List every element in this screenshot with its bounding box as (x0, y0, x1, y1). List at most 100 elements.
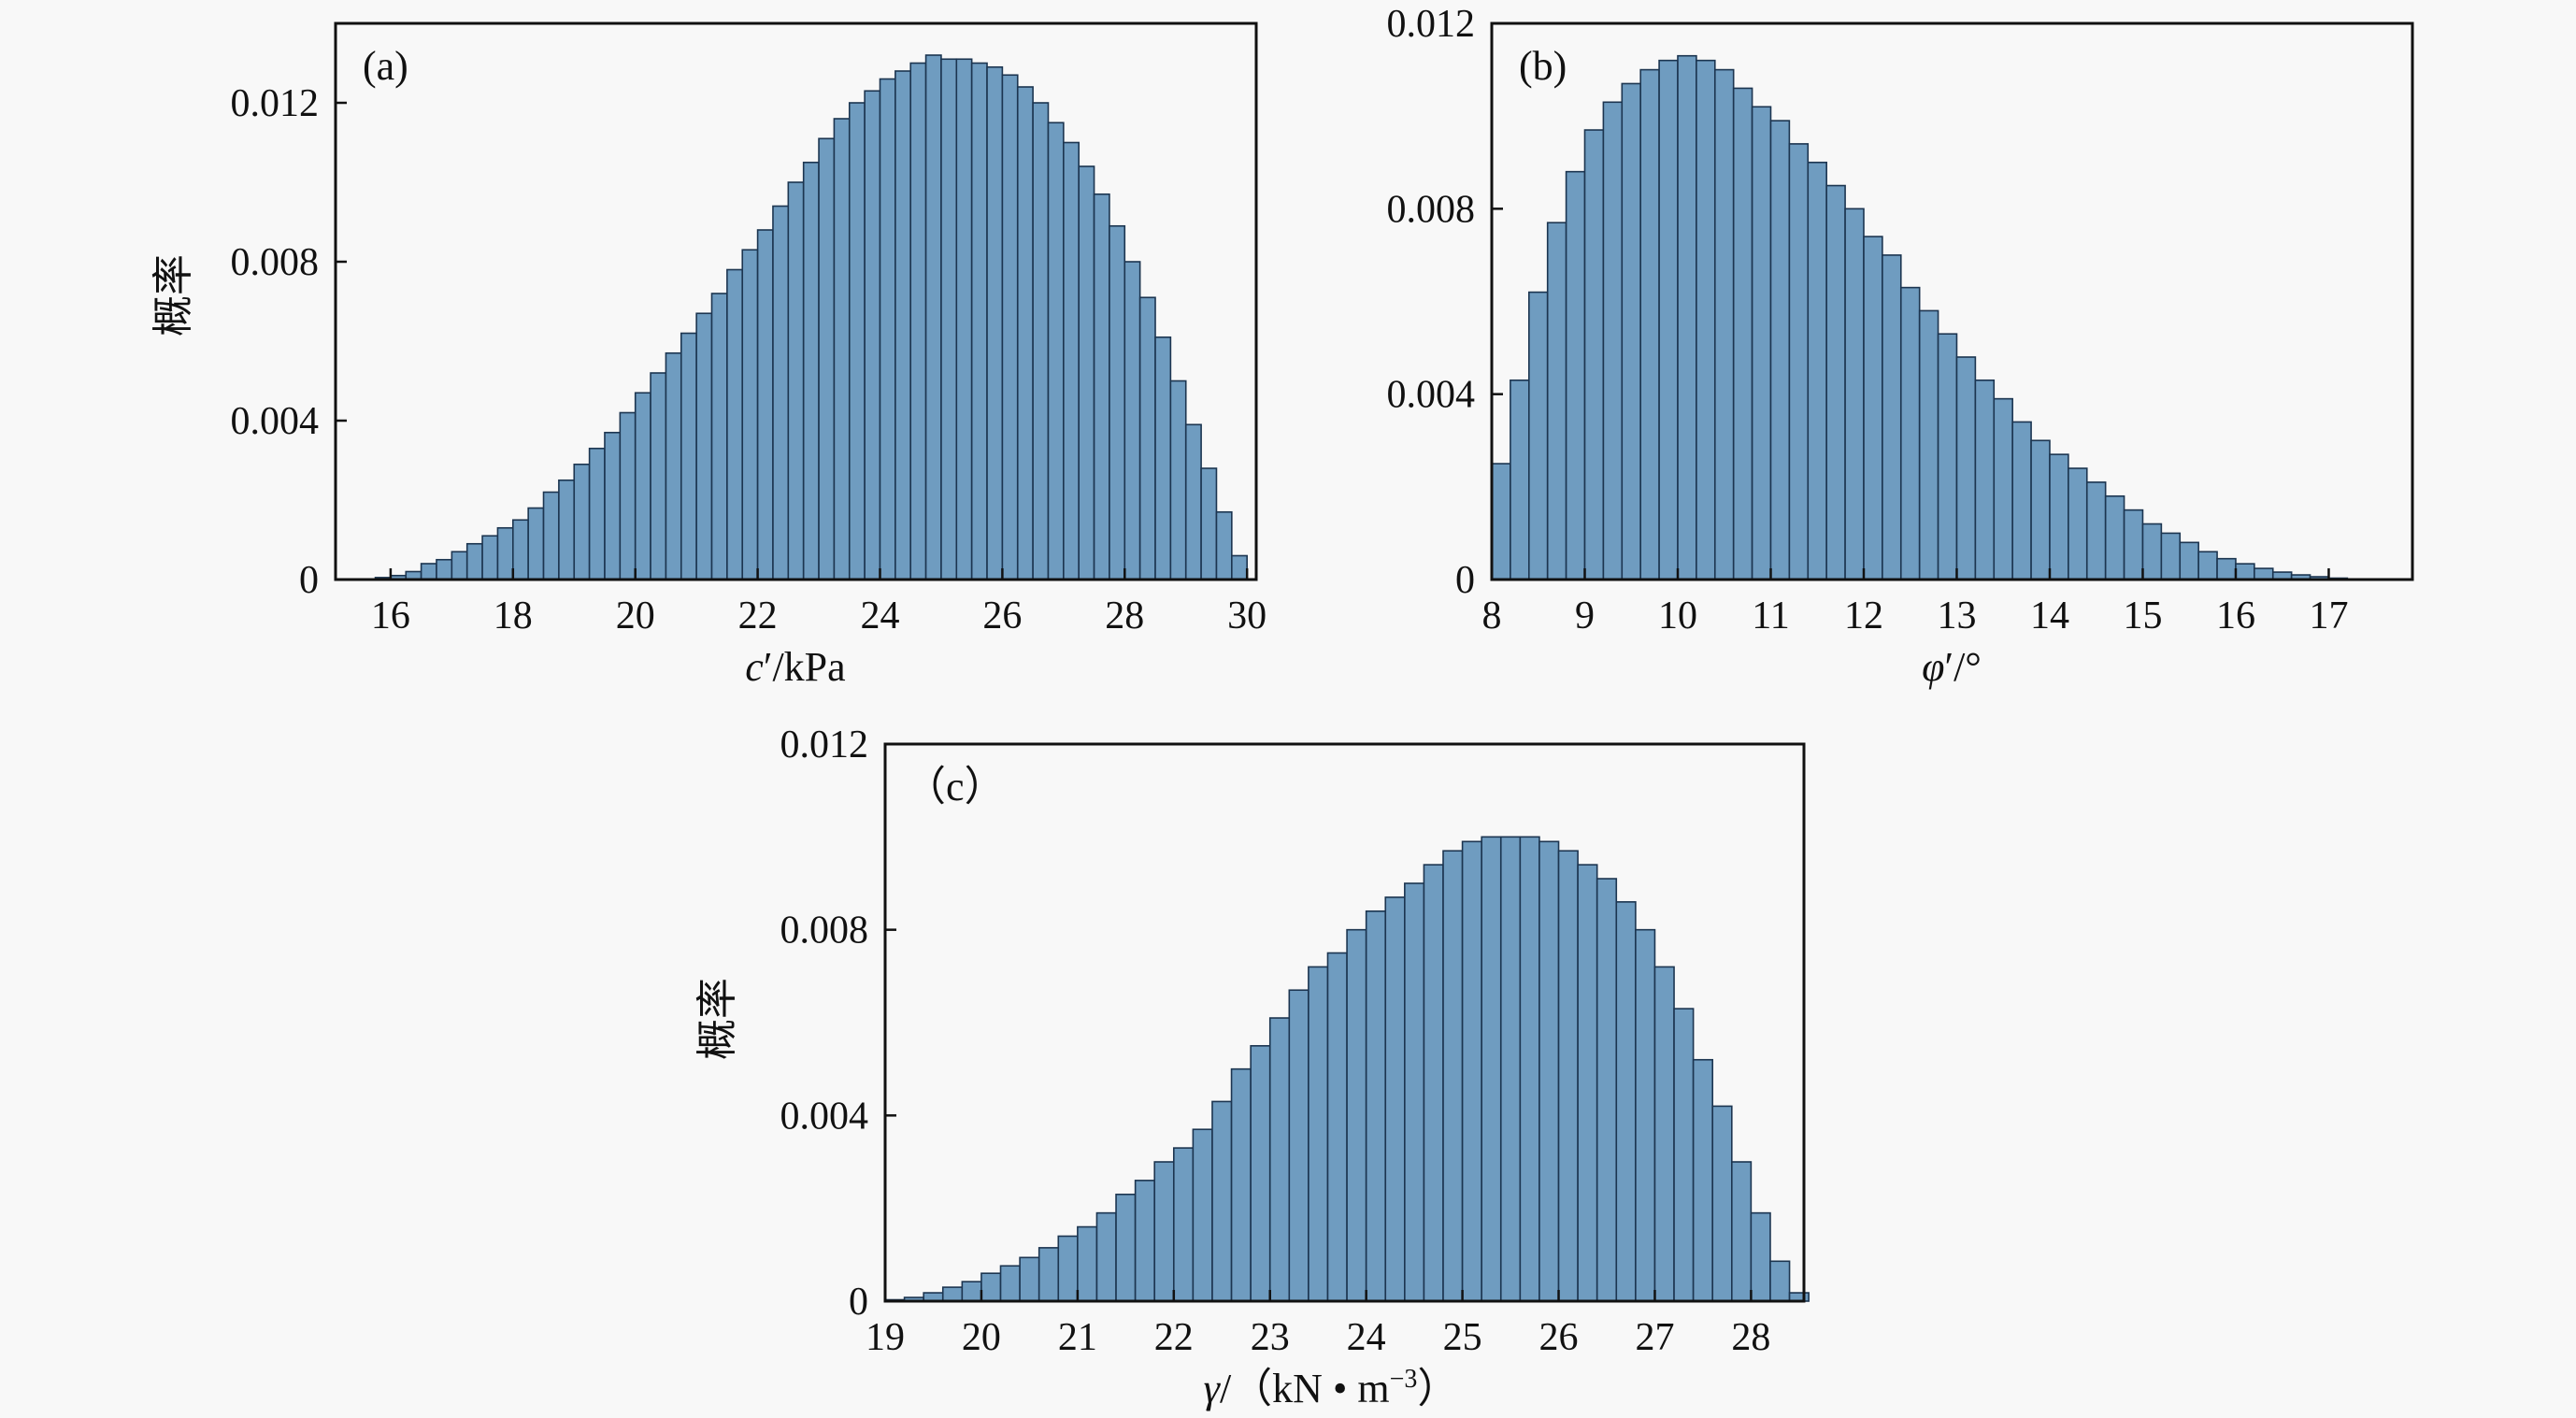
histogram-bar (1538, 840, 1560, 1302)
panel-label: (a) (363, 43, 408, 89)
histogram-bar (802, 161, 820, 580)
x-tick-label: 19 (866, 1316, 905, 1359)
histogram-bar (1078, 165, 1095, 580)
histogram-bar (1138, 296, 1156, 580)
histogram-bar (1621, 82, 1641, 580)
histogram-bar (2085, 481, 2107, 580)
histogram-bar (1093, 193, 1110, 580)
histogram-bar (1095, 1211, 1117, 1302)
histogram-bar (961, 1281, 982, 1302)
histogram-bar (1653, 966, 1675, 1302)
x-tick-label: 24 (1347, 1316, 1386, 1359)
y-tick-label: 0.012 (780, 723, 869, 766)
histogram-bar (1200, 467, 1218, 580)
x-tick-label: 15 (2123, 594, 2162, 637)
histogram-bar (2104, 494, 2125, 580)
histogram-bar (1692, 1058, 1714, 1302)
y-tick-label: 0 (299, 559, 319, 602)
y-tick-label: 0.008 (780, 910, 869, 952)
histogram-bar (1677, 54, 1697, 580)
histogram-bar (941, 1286, 964, 1302)
histogram-bar (2160, 532, 2182, 580)
histogram-bar (1172, 1147, 1195, 1302)
x-tick-label: 27 (1635, 1316, 1674, 1359)
histogram-bar (1565, 170, 1586, 580)
histogram-bar (1993, 397, 2013, 580)
histogram-bar (1825, 184, 1846, 580)
histogram-bar (604, 431, 622, 580)
histogram-bar (1192, 1128, 1213, 1302)
histogram-bar (1215, 510, 1233, 580)
histogram-bar (542, 491, 560, 580)
x-tick-label: 8 (1482, 594, 1502, 637)
histogram-bar (1844, 208, 1865, 580)
histogram-bar (1673, 1008, 1695, 1302)
histogram-bar (1308, 966, 1329, 1302)
histogram-bar (2068, 467, 2088, 580)
histogram-bar (1635, 928, 1656, 1302)
x-tick-label: 26 (982, 594, 1022, 637)
histogram-bar (1404, 882, 1425, 1302)
histogram-bar (481, 535, 499, 580)
y-tick-label: 0 (849, 1281, 868, 1324)
histogram-bar (665, 351, 682, 580)
histogram-bar (1546, 222, 1567, 580)
y-tick-label: 0.012 (1387, 3, 1476, 46)
histogram-bar (1231, 554, 1248, 580)
histogram-bar (527, 507, 545, 580)
histogram-bar (1016, 86, 1034, 580)
x-tick-label: 23 (1251, 1316, 1290, 1359)
x-tick-label: 18 (494, 594, 533, 637)
y-tick-label: 0.008 (1387, 188, 1476, 231)
histogram-bar (726, 268, 744, 580)
histogram-bar (1063, 141, 1080, 580)
histogram-bar (436, 558, 453, 580)
histogram-bar (1077, 1225, 1098, 1302)
histogram-bar (879, 78, 896, 580)
x-axis-label: φ′/° (1922, 644, 1982, 690)
x-tick-label: 26 (1539, 1316, 1579, 1359)
x-tick-label: 17 (2309, 594, 2348, 637)
panel-label: （c） (905, 764, 1006, 809)
histogram-bar (1750, 1211, 1771, 1302)
plot-frame (883, 742, 1806, 1303)
histogram-bar (1615, 901, 1637, 1302)
histogram-bar (980, 1272, 1002, 1302)
plot-frame (334, 21, 1258, 581)
histogram-bar (573, 463, 591, 580)
histogram-bar (619, 411, 637, 580)
histogram-bar (1807, 161, 1827, 580)
histogram-bar (2235, 563, 2255, 580)
y-tick-label: 0.004 (1387, 374, 1476, 417)
x-axis-symbol: c (745, 644, 764, 690)
x-tick-label: 30 (1227, 594, 1267, 637)
histogram-bar (1713, 68, 1735, 580)
x-axis-unit: ′/° (1944, 644, 1981, 690)
histogram-bar (787, 181, 805, 580)
x-tick-label: 25 (1443, 1316, 1482, 1359)
histogram-bar (1557, 850, 1579, 1302)
x-axis-unit: ′/kPa (764, 644, 846, 690)
x-tick-label: 22 (738, 594, 778, 637)
histogram-bar (1123, 261, 1141, 580)
x-axis-symbol: φ (1922, 644, 1944, 690)
histogram-bar (558, 479, 576, 580)
panel-a: 16 18 20 22 24 26 28 30 0 0.004 0.008 0.012 (a) c′/kP… (150, 21, 1267, 690)
histogram-bar (818, 137, 836, 580)
plot-frame (1490, 21, 2414, 581)
histogram-bar (1711, 1105, 1733, 1302)
histogram-bar (970, 62, 988, 580)
histogram-bar (1527, 291, 1549, 580)
histogram-bar (1696, 59, 1716, 580)
histogram-bar (420, 563, 437, 580)
histogram-bar (2049, 453, 2069, 580)
histogram-bar (1461, 840, 1482, 1302)
histogram-bar (1481, 836, 1502, 1302)
histogram-bar (1423, 864, 1444, 1302)
histogram-bar (496, 526, 514, 580)
histogram-bar (588, 447, 606, 580)
histogram-bar (1230, 1067, 1252, 1302)
x-axis-label: c′/kPa (745, 644, 845, 690)
histogram-bar (833, 118, 851, 580)
panel-c: 19 20 21 22 23 24 25 26 27 28 0 0.004 0.008 0.012 （c） γ… (694, 723, 1810, 1411)
